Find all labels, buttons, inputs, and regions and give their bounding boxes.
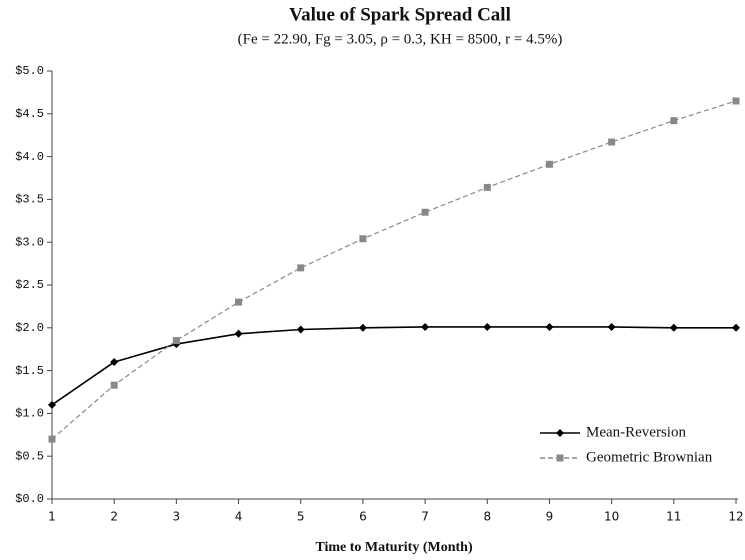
y-tick-label: $1.0 <box>15 407 44 421</box>
y-tick-label: $3.5 <box>15 193 44 207</box>
marker <box>483 183 491 191</box>
marker <box>483 322 492 331</box>
legend-marker <box>556 454 564 462</box>
x-axis-label: Time to Maturity (Month) <box>315 540 473 555</box>
x-tick-label: 10 <box>604 510 619 524</box>
y-tick-label: $5.0 <box>15 64 44 78</box>
y-tick-label: $4.0 <box>15 150 44 164</box>
marker <box>421 208 429 216</box>
marker <box>359 235 367 243</box>
marker <box>608 138 616 146</box>
marker <box>358 323 367 332</box>
x-tick-label: 9 <box>546 510 554 524</box>
y-tick-label: $0.5 <box>15 449 44 463</box>
marker <box>172 337 180 345</box>
y-tick-label: $4.5 <box>15 107 44 121</box>
y-tick-label: $1.5 <box>15 364 44 378</box>
x-tick-label: 8 <box>483 510 491 524</box>
x-tick-label: 6 <box>359 510 367 524</box>
x-tick-label: 2 <box>110 510 118 524</box>
legend-label: Mean-Reversion <box>586 424 686 440</box>
x-tick-label: 3 <box>173 510 181 524</box>
marker <box>545 160 553 168</box>
x-tick-label: 4 <box>235 510 243 524</box>
marker <box>110 358 119 367</box>
marker <box>421 322 430 331</box>
chart-title: Value of Spark Spread Call <box>289 4 511 25</box>
marker <box>48 400 56 409</box>
marker <box>732 97 740 105</box>
y-tick-label: $0.0 <box>15 492 44 506</box>
marker <box>732 323 740 332</box>
chart-subtitle: (Fe = 22.90, Fg = 3.05, ρ = 0.3, KH = 85… <box>238 31 563 47</box>
marker <box>110 381 118 389</box>
y-tick-label: $2.0 <box>15 321 44 335</box>
marker <box>235 298 243 306</box>
marker <box>48 435 56 443</box>
series-line <box>51 326 736 406</box>
series-line <box>51 100 737 440</box>
legend-marker <box>556 429 564 437</box>
x-tick-label: 1 <box>48 510 56 524</box>
x-tick-label: 5 <box>297 510 305 524</box>
x-tick-label: 12 <box>728 510 743 524</box>
y-tick-label: $3.0 <box>15 235 44 249</box>
marker <box>296 325 305 334</box>
legend-label: Geometric Brownian <box>586 449 713 465</box>
marker <box>607 322 616 331</box>
marker <box>234 329 243 338</box>
marker <box>297 264 305 272</box>
x-tick-label: 11 <box>666 510 681 524</box>
marker <box>545 322 554 331</box>
x-tick-label: 7 <box>421 510 429 524</box>
y-tick-label: $2.5 <box>15 278 44 292</box>
marker <box>670 117 678 125</box>
marker <box>669 323 678 332</box>
